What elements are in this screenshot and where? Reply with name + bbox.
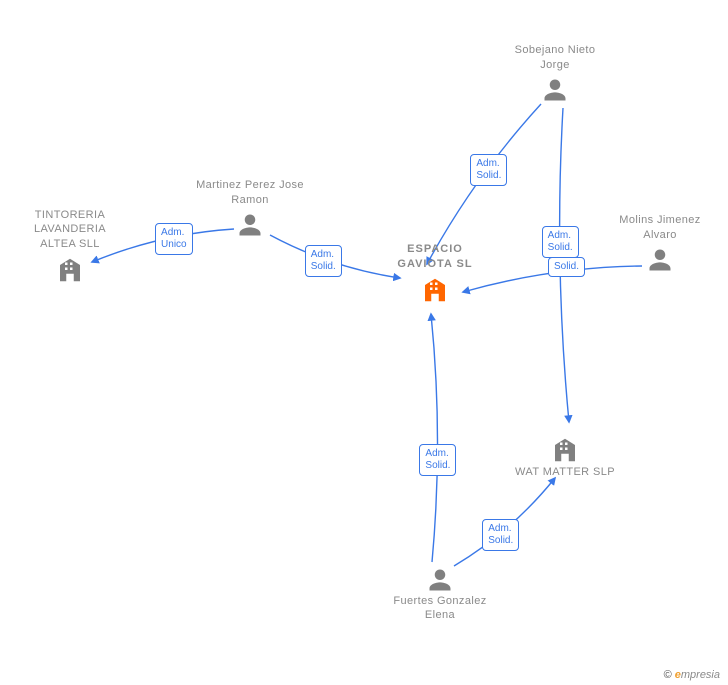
node-label: ESPACIO GAVIOTA SL <box>380 242 490 271</box>
brand-rest: mpresia <box>681 669 720 681</box>
node-martinez[interactable]: Martinez Perez Jose Ramon <box>195 178 305 239</box>
node-label: WAT MATTER SLP <box>515 465 615 479</box>
edge-fuertes-espacio <box>431 314 438 562</box>
node-fuertes[interactable]: Fuertes Gonzalez Elena <box>385 566 495 627</box>
node-label: TINTORERIA LAVANDERIA ALTEA SLL <box>15 208 125 251</box>
node-label: Martinez Perez Jose Ramon <box>195 178 305 207</box>
edge-label-2: Adm.Solid. <box>470 154 507 186</box>
node-label: Fuertes Gonzalez Elena <box>385 594 495 623</box>
edge-label-1: Adm.Solid. <box>305 245 342 277</box>
footer-credit: © empresia <box>664 669 720 681</box>
node-label: Molins Jimenez Alvaro <box>605 213 715 242</box>
node-tintoreria[interactable]: TINTORERIA LAVANDERIA ALTEA SLL <box>15 208 125 285</box>
node-label: Sobejano Nieto Jorge <box>500 43 610 72</box>
edge-label-4: Solid. <box>548 257 585 277</box>
copyright-symbol: © <box>664 669 672 681</box>
node-wat[interactable]: WAT MATTER SLP <box>515 435 615 483</box>
edge-label-6: Adm.Solid. <box>482 519 519 551</box>
edge-label-3: Adm.Solid. <box>542 226 579 258</box>
edge-label-5: Adm.Solid. <box>419 444 456 476</box>
connector-layer <box>0 0 728 685</box>
node-espacio[interactable]: ESPACIO GAVIOTA SL <box>380 242 490 305</box>
node-molins[interactable]: Molins Jimenez Alvaro <box>605 213 715 274</box>
edge-label-0: Adm.Unico <box>155 223 193 255</box>
node-sobejano[interactable]: Sobejano Nieto Jorge <box>500 43 610 104</box>
